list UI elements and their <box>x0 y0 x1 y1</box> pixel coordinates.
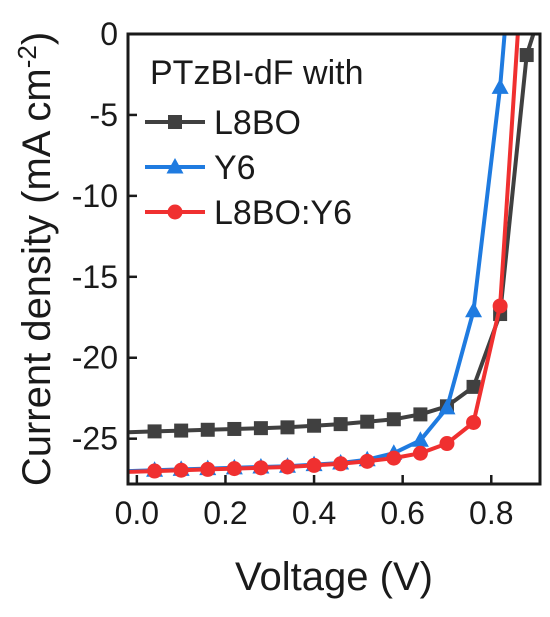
legend-marker <box>166 158 184 174</box>
data-point-l8bo-y6 <box>200 461 216 477</box>
data-point-l8bo-y6 <box>279 459 295 475</box>
x-tick-label: 0.4 <box>292 495 336 531</box>
y-axis-title-superscript: -2 <box>12 45 42 68</box>
data-point-l8bo-y6 <box>253 460 269 476</box>
data-point-l8bo <box>227 421 242 436</box>
y-tick-label: -20 <box>72 340 118 376</box>
data-point-l8bo <box>360 414 375 429</box>
data-point-l8bo-y6 <box>333 456 349 472</box>
legend-label: L8BO <box>214 104 301 142</box>
y-tick-label: 0 <box>100 16 118 52</box>
data-point-y6 <box>465 301 483 318</box>
data-point-l8bo-y6 <box>173 462 189 478</box>
data-point-l8bo <box>413 407 428 422</box>
data-point-l8bo-y6 <box>306 457 322 473</box>
data-point-l8bo-y6 <box>492 298 508 314</box>
ticks-layer: 0.0 0.2 0.4 0.6 0.8 0 -5 -10 -15 -20 -25 <box>72 16 514 531</box>
data-point-l8bo <box>466 379 481 394</box>
y-tick-label: -10 <box>72 178 118 214</box>
y-axis-title-main: Current density (mA cm <box>15 68 59 486</box>
y-tick-label: -25 <box>72 421 118 457</box>
x-tick-label: 0.0 <box>115 495 159 531</box>
legend: PTzBI-dF with L8BO Y6 L8BO:Y6 <box>145 54 363 232</box>
x-tick-label: 0.6 <box>380 495 424 531</box>
series-layer <box>128 34 536 479</box>
legend-label: Y6 <box>214 149 256 187</box>
data-point-l8bo <box>307 418 322 433</box>
y-axis-title: Current density (mA cm-2) <box>12 32 59 486</box>
x-tick-label: 0.2 <box>203 495 247 531</box>
legend-title: PTzBI-dF with <box>150 54 363 92</box>
legend-item-l8bo-y6: L8BO:Y6 <box>145 194 352 232</box>
data-point-l8bo-y6 <box>226 461 242 477</box>
legend-marker <box>167 204 183 220</box>
series-line-l8bo-y6 <box>128 34 520 474</box>
x-tick-label: 0.8 <box>469 495 513 531</box>
data-point-y6 <box>411 431 429 447</box>
y-tick-label: -15 <box>72 259 118 295</box>
data-point-l8bo-y6 <box>386 450 402 466</box>
y-axis-title-close: ) <box>15 32 59 45</box>
data-point-l8bo <box>253 421 268 436</box>
data-point-l8bo <box>174 423 189 438</box>
legend-item-l8bo: L8BO <box>145 104 301 142</box>
data-point-l8bo-y6 <box>147 463 163 479</box>
data-point-l8bo <box>519 48 534 63</box>
data-point-l8bo-y6 <box>466 414 482 430</box>
data-point-l8bo <box>386 412 401 427</box>
data-point-l8bo <box>280 420 295 435</box>
data-point-y6 <box>491 78 509 94</box>
data-point-l8bo <box>200 422 215 437</box>
data-point-l8bo <box>333 417 348 432</box>
data-point-l8bo-y6 <box>359 453 375 469</box>
legend-marker <box>168 115 182 129</box>
data-point-l8bo-y6 <box>439 436 455 452</box>
data-point-l8bo-y6 <box>412 445 428 461</box>
legend-label: L8BO:Y6 <box>214 194 352 232</box>
plot-frame <box>126 32 542 486</box>
data-point-y6 <box>438 398 456 415</box>
series-l8bo-y6 <box>128 34 520 479</box>
y-tick-label: -5 <box>90 97 118 133</box>
legend-item-y6: Y6 <box>145 149 256 187</box>
data-point-l8bo <box>147 424 162 439</box>
x-axis-title: Voltage (V) <box>235 555 433 599</box>
